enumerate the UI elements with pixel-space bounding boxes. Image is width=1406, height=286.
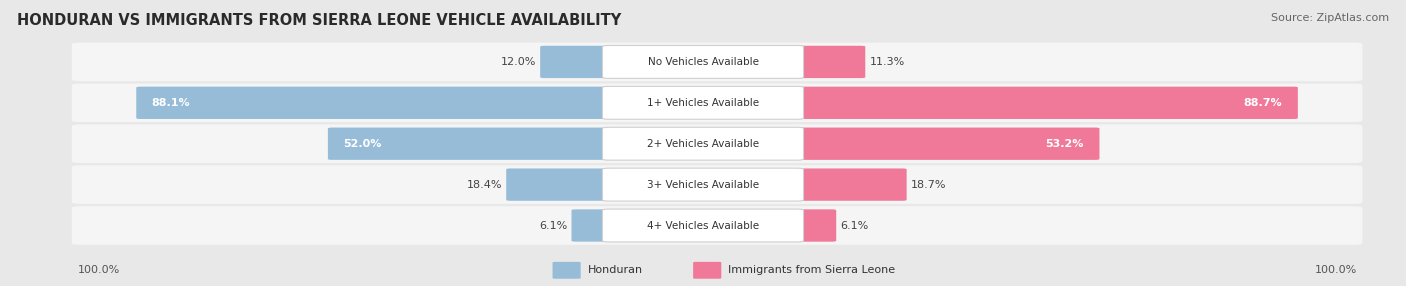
Text: 53.2%: 53.2% [1046,139,1084,149]
Text: 2+ Vehicles Available: 2+ Vehicles Available [647,139,759,149]
Text: 18.7%: 18.7% [911,180,946,190]
Text: 3+ Vehicles Available: 3+ Vehicles Available [647,180,759,190]
Text: 1+ Vehicles Available: 1+ Vehicles Available [647,98,759,108]
Text: 100.0%: 100.0% [1315,265,1357,275]
Text: 11.3%: 11.3% [869,57,904,67]
Text: 52.0%: 52.0% [343,139,381,149]
Text: 12.0%: 12.0% [501,57,536,67]
Text: Honduran: Honduran [588,265,643,275]
Text: Immigrants from Sierra Leone: Immigrants from Sierra Leone [728,265,896,275]
Text: Source: ZipAtlas.com: Source: ZipAtlas.com [1271,13,1389,23]
Text: 88.1%: 88.1% [152,98,190,108]
Text: No Vehicles Available: No Vehicles Available [648,57,758,67]
Text: HONDURAN VS IMMIGRANTS FROM SIERRA LEONE VEHICLE AVAILABILITY: HONDURAN VS IMMIGRANTS FROM SIERRA LEONE… [17,13,621,28]
Text: 4+ Vehicles Available: 4+ Vehicles Available [647,221,759,231]
Text: 18.4%: 18.4% [467,180,502,190]
Text: 6.1%: 6.1% [538,221,567,231]
Text: 88.7%: 88.7% [1244,98,1282,108]
Text: 6.1%: 6.1% [841,221,869,231]
Text: 100.0%: 100.0% [77,265,120,275]
